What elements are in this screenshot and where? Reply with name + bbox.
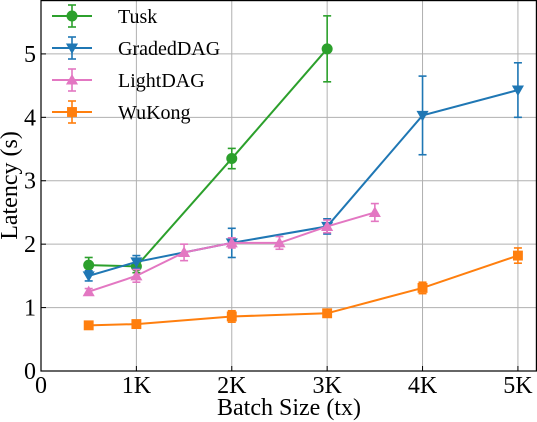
plot-series xyxy=(82,15,524,331)
gradeddag-point xyxy=(82,271,95,282)
legend-marker xyxy=(67,107,77,117)
lightdag-point xyxy=(225,236,238,248)
x-tick-label: 0 xyxy=(35,373,47,399)
legend-label-wukong: WuKong xyxy=(118,102,191,124)
legend-label-tusk: Tusk xyxy=(118,6,157,28)
tusk-line xyxy=(88,48,328,268)
wukong-point xyxy=(512,250,523,261)
y-tick-label: 1 xyxy=(24,296,36,322)
gradeddag-line xyxy=(88,89,519,277)
lightdag-point xyxy=(273,236,286,248)
axis-ticks: 0 1K 2K 3K 4K 5K 0 1 2 3 4 5 xyxy=(24,42,533,399)
series-lightdag xyxy=(82,202,381,297)
legend-label-gradeddag: GradedDAG xyxy=(118,38,220,60)
legend-label-lightdag: LightDAG xyxy=(118,70,205,92)
wukong-point xyxy=(322,308,333,319)
wukong-point xyxy=(226,311,237,322)
plot-frame xyxy=(40,0,537,372)
lightdag-point xyxy=(368,206,381,217)
wukong-point xyxy=(83,320,94,331)
y-tick-label: 2 xyxy=(24,232,36,258)
legend-marker xyxy=(65,43,79,55)
legend-item-lightdag: LightDAG xyxy=(52,68,205,92)
tusk-point xyxy=(83,259,95,271)
y-tick-label: 4 xyxy=(24,105,36,131)
legend-item-wukong: WuKong xyxy=(52,100,191,124)
tusk-point xyxy=(226,153,238,165)
legend-item-tusk: Tusk xyxy=(52,4,157,28)
tusk-point xyxy=(321,43,333,55)
y-tick-label: 3 xyxy=(24,169,36,195)
wukong-point xyxy=(131,319,142,330)
series-wukong xyxy=(83,247,523,331)
x-tick-label: 1K xyxy=(122,373,152,399)
lightdag-point xyxy=(321,220,334,231)
wukong-line xyxy=(88,254,519,327)
y-axis-label: Latency (s) xyxy=(0,131,23,240)
y-tick-label: 0 xyxy=(24,359,36,385)
wukong-point xyxy=(417,282,428,293)
series-gradeddag xyxy=(82,61,524,282)
lightdag-point xyxy=(178,246,191,257)
legend-item-gradeddag: GradedDAG xyxy=(52,36,220,60)
x-tick-label: 3K xyxy=(312,373,342,399)
legend-marker xyxy=(65,73,79,85)
gradeddag-point xyxy=(130,257,143,268)
x-axis-label: Batch Size (tx) xyxy=(217,395,361,421)
x-tick-label: 2K xyxy=(217,373,247,399)
lightdag-point xyxy=(82,285,95,297)
gradeddag-point xyxy=(416,110,429,122)
lightdag-point xyxy=(130,269,143,281)
legend-marker xyxy=(66,10,78,22)
gradeddag-point xyxy=(511,85,524,97)
y-tick-label: 5 xyxy=(24,42,36,68)
x-tick-label: 5K xyxy=(503,373,533,399)
x-tick-label: 4K xyxy=(408,373,438,399)
legend: Tusk GradedDAG LightDAG WuKong xyxy=(52,4,220,124)
